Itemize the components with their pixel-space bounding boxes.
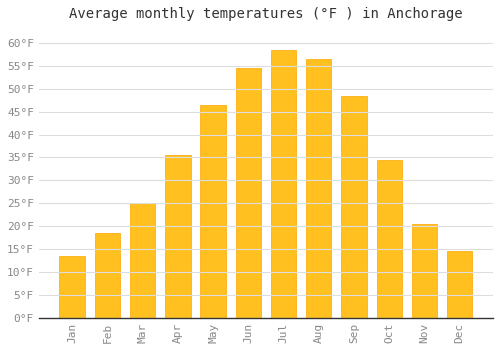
Bar bbox=[165, 155, 190, 318]
Bar bbox=[94, 233, 120, 318]
Bar bbox=[412, 224, 437, 318]
Bar bbox=[200, 105, 226, 318]
Bar bbox=[447, 251, 472, 318]
Bar bbox=[271, 50, 296, 318]
Bar bbox=[306, 59, 332, 318]
Title: Average monthly temperatures (°F ) in Anchorage: Average monthly temperatures (°F ) in An… bbox=[69, 7, 462, 21]
Bar bbox=[236, 68, 261, 318]
Bar bbox=[130, 203, 156, 318]
Bar bbox=[342, 96, 366, 318]
Bar bbox=[60, 256, 85, 318]
Bar bbox=[376, 160, 402, 318]
